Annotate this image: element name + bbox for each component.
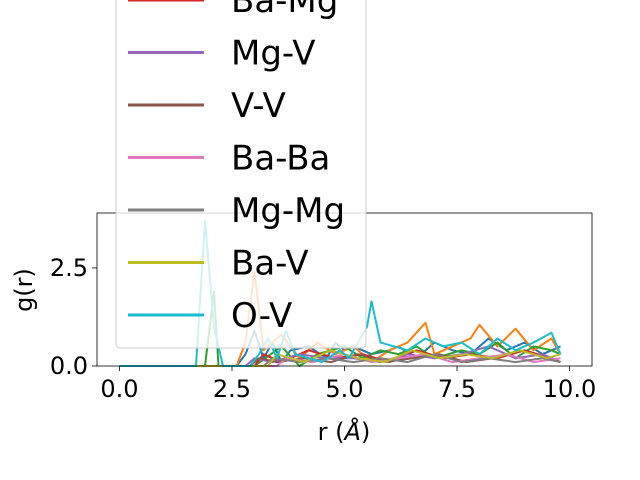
x-tick-label: 0.0 <box>100 375 138 403</box>
y-tick-label: 0.0 <box>50 352 88 380</box>
x-tick-label: 7.5 <box>438 375 476 403</box>
legend-label-mg-mg: Mg-Mg <box>231 191 345 231</box>
legend-entries: Ba-Mg Mg-V V-V Ba-Ba Mg-Mg Ba-V O-V <box>128 0 345 336</box>
axis-ticks: 0.0 2.5 5.0 7.5 10.0 0.0 2.5 <box>50 254 596 403</box>
legend-box <box>115 0 367 349</box>
x-tick-label: 5.0 <box>325 375 363 403</box>
series-line-ba-v <box>119 349 561 367</box>
y-axis-label: g(r) <box>10 268 38 312</box>
legend-label-ba-v: Ba-V <box>231 244 309 284</box>
legend-label-v-v: V-V <box>231 86 286 126</box>
x-axis-label: r (Å) <box>318 417 371 446</box>
legend-label-ba-mg: Ba-Mg <box>231 0 338 21</box>
x-tick-label: 2.5 <box>213 375 251 403</box>
x-tick-label: 10.0 <box>543 375 596 403</box>
legend-label-mg-v: Mg-V <box>231 34 315 74</box>
legend-label-ba-ba: Ba-Ba <box>231 139 330 179</box>
legend-label-o-v: O-V <box>231 296 292 336</box>
y-tick-label: 2.5 <box>50 254 88 282</box>
legend: Ba-Mg Mg-V V-V Ba-Ba Mg-Mg Ba-V O-V <box>115 0 367 349</box>
